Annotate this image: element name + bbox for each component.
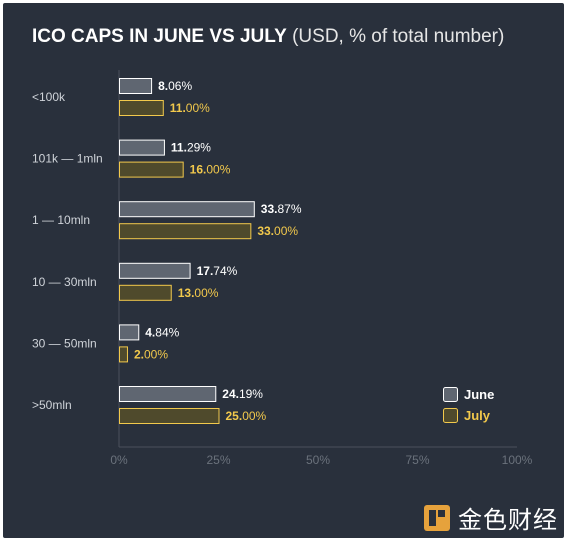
bar-june xyxy=(119,386,217,402)
bar-july xyxy=(119,223,252,240)
category-label: 10 — 30mln xyxy=(32,275,97,289)
x-tick-label: 100% xyxy=(502,453,533,467)
data-label-july: 13.00% xyxy=(178,286,219,300)
legend-label-june: June xyxy=(464,387,494,402)
x-tick-label: 75% xyxy=(405,453,429,467)
bar-july xyxy=(119,346,128,363)
chart-title-sub: (USD, % of total number) xyxy=(292,26,505,47)
data-label-july: 33.00% xyxy=(257,224,298,238)
data-label-june: 17.74% xyxy=(197,264,238,278)
bar-july xyxy=(119,161,184,178)
data-label-july: 16.00% xyxy=(190,163,231,177)
data-label-july: 25.00% xyxy=(226,409,267,423)
chart-title-main: ICO CAPS IN JUNE VS JULY xyxy=(32,26,287,47)
x-tick-label: 25% xyxy=(206,453,230,467)
category-label: <100k xyxy=(32,90,66,104)
data-label-june: 33.87% xyxy=(261,202,302,216)
legend-label-july: July xyxy=(464,408,491,423)
bar-june xyxy=(119,139,165,156)
watermark: 金色财经 xyxy=(424,500,558,535)
data-label-july: 11.00% xyxy=(170,101,210,115)
data-label-june: 24.19% xyxy=(222,387,263,401)
chart-panel xyxy=(3,3,564,538)
jinse-logo-icon xyxy=(424,504,450,531)
chart-title: ICO CAPS IN JUNE VS JULY (USD, % of tota… xyxy=(32,26,504,48)
bar-june xyxy=(119,262,191,279)
bar-june xyxy=(119,324,140,341)
category-label: >50mln xyxy=(32,398,72,412)
bar-june xyxy=(119,78,153,94)
bar-june xyxy=(119,201,255,218)
data-label-july: 2.00% xyxy=(134,347,168,361)
bar-july xyxy=(119,100,164,116)
data-label-june: 8.06% xyxy=(158,79,192,93)
bar-july xyxy=(119,284,172,301)
category-label: 30 — 50mln xyxy=(32,336,97,350)
x-tick-label: 50% xyxy=(306,453,330,467)
data-label-june: 11.29% xyxy=(171,141,211,155)
x-tick-label: 0% xyxy=(110,453,128,467)
data-label-june: 4.84% xyxy=(145,325,179,339)
legend-swatch-june xyxy=(443,387,458,402)
category-label: 101k — 1mln xyxy=(32,152,103,166)
watermark-text: 金色财经 xyxy=(458,506,558,534)
bar-july xyxy=(119,408,220,424)
legend-swatch-july xyxy=(443,408,458,423)
category-label: 1 — 10mln xyxy=(32,213,90,227)
